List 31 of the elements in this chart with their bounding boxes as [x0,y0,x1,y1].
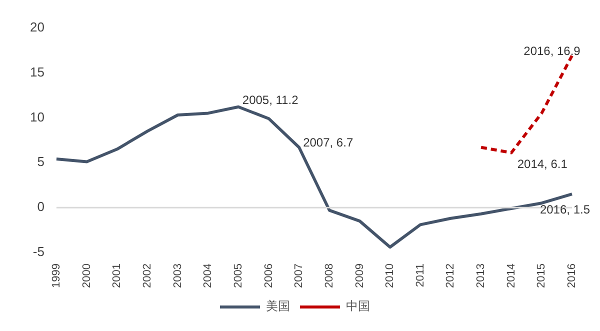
y-tick-label: 15 [30,64,44,80]
x-tick-label: 2016 [566,264,578,288]
x-tick-label: 2001 [111,264,124,288]
x-tick-label: 1999 [50,264,62,288]
x-tick-label: 2000 [80,264,93,288]
x-tick-label: 2006 [262,264,275,288]
x-tick-label: 2002 [141,264,154,288]
y-tick-label: 20 [30,19,44,34]
annotation: 2016, 1.5 [540,202,590,216]
x-tick-label: 2009 [354,264,366,288]
annotation: 2007, 6.7 [303,136,354,150]
y-tick-label: 10 [30,109,44,124]
x-tick-label: 2010 [384,264,396,288]
annotation: 2016, 16.9 [524,44,581,58]
x-tick-label: 2003 [172,264,184,288]
legend-label: 中国 [346,299,370,314]
x-tick-label: 2004 [202,264,214,288]
x-tick-label: 2013 [475,264,488,288]
y-tick-label: 0 [37,199,44,214]
x-tick-label: 2008 [323,264,336,288]
x-tick-label: 2011 [414,264,426,288]
y-tick-label: -5 [32,244,44,260]
y-tick-label: 5 [37,154,44,170]
legend-label: 美国 [266,299,290,314]
x-tick-label: 2007 [293,264,306,288]
x-tick-label: 2012 [444,264,457,288]
x-tick-label: 2015 [536,264,548,288]
annotation: 2005, 11.2 [242,93,299,108]
x-tick-label: 2005 [232,264,244,288]
x-tick-label: 2014 [505,264,518,288]
annotation: 2014, 6.1 [517,157,568,172]
